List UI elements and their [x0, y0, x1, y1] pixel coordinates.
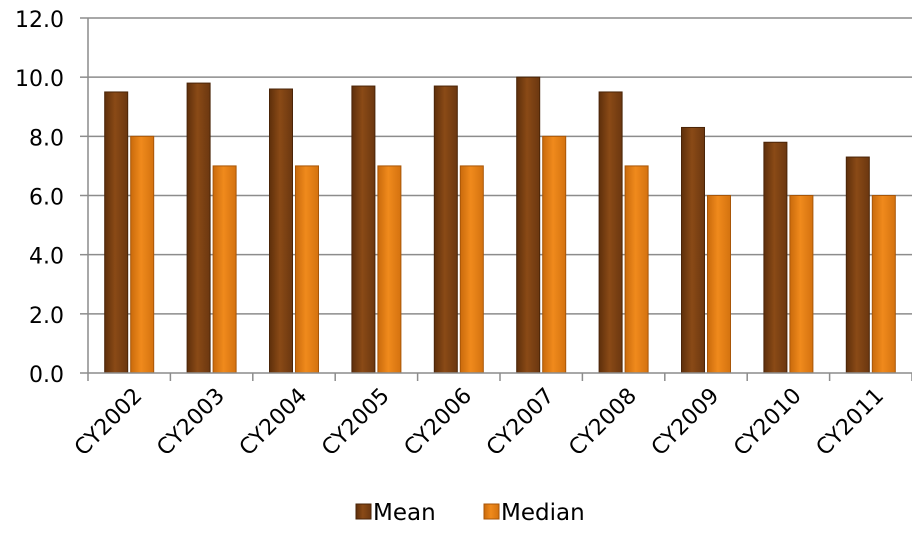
x-tick-label: CY2011 [812, 384, 889, 461]
bar-mean-cy2009 [681, 126, 705, 374]
bar-median-cy2010 [789, 195, 814, 374]
bar-median-cy2007 [542, 135, 567, 374]
x-tick-label: CY2004 [235, 384, 312, 461]
bar-mean-cy2002 [104, 91, 129, 374]
bar-median-cy2004 [295, 165, 319, 374]
x-tick-label: CY2010 [729, 384, 806, 461]
x-tick-label: CY2008 [564, 384, 641, 461]
bar-mean-cy2004 [269, 88, 293, 374]
x-tick-label: CY2006 [400, 384, 477, 461]
bar-mean-cy2005 [351, 85, 376, 374]
legend: Mean Median [355, 500, 585, 526]
x-tick-label: CY2005 [317, 384, 394, 461]
legend-label-median: Median [501, 500, 585, 526]
gridlines [88, 17, 912, 315]
axes [80, 17, 912, 381]
legend-label-mean: Mean [373, 500, 436, 526]
bar-mean-cy2010 [763, 141, 788, 374]
x-tick-label: CY2009 [647, 384, 724, 461]
bar-median-cy2006 [459, 165, 484, 374]
x-tick-label: CY2002 [70, 384, 147, 461]
y-tick-label: 2.0 [29, 304, 64, 329]
legend-swatch-median [483, 503, 500, 520]
x-tick-label: CY2003 [152, 384, 229, 461]
y-tick-label: 6.0 [29, 186, 64, 211]
bar-mean-cy2006 [433, 85, 458, 374]
bars [104, 76, 896, 374]
y-tick-label: 4.0 [29, 245, 64, 270]
y-tick-label: 8.0 [29, 126, 64, 151]
bar-mean-cy2007 [516, 76, 541, 374]
bar-mean-cy2003 [186, 82, 211, 374]
bar-mean-cy2011 [845, 156, 870, 374]
bar-median-cy2011 [871, 195, 896, 374]
bar-median-cy2003 [212, 165, 237, 374]
bar-median-cy2002 [130, 135, 155, 374]
x-tick-label: CY2007 [482, 384, 559, 461]
bar-median-cy2005 [377, 165, 402, 374]
bar-mean-cy2008 [598, 91, 623, 374]
bar-median-cy2008 [624, 165, 649, 374]
legend-swatch-mean [355, 503, 372, 520]
y-tick-label: 0.0 [29, 363, 64, 388]
y-tick-label: 10.0 [15, 67, 64, 92]
bar-median-cy2009 [707, 195, 731, 374]
y-tick-label: 12.0 [15, 8, 64, 33]
